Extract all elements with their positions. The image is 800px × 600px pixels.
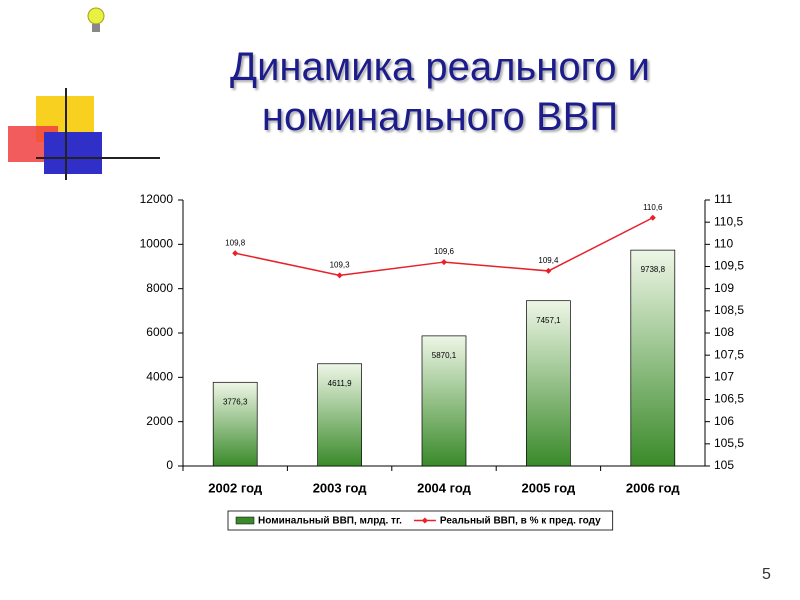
bar (212, 381, 258, 467)
y-tick-label: 4000 (146, 370, 173, 384)
line-marker (545, 267, 552, 274)
page-number: 5 (762, 566, 771, 583)
line-value-label: 110,6 (643, 203, 663, 212)
y-tick-label: 0 (166, 458, 173, 472)
line-value-label: 109,3 (330, 260, 351, 269)
deco-square (44, 132, 102, 174)
y2-tick-label: 108,5 (714, 303, 744, 317)
bar (421, 335, 467, 467)
bar (630, 249, 676, 467)
slide-title: Динамика реального и номинального ВВП (229, 45, 651, 139)
legend-label: Реальный ВВП, в % к пред. году (440, 516, 601, 527)
y2-tick-label: 109,5 (714, 259, 744, 273)
y2-tick-label: 107,5 (714, 347, 744, 361)
y2-tick-label: 106,5 (714, 392, 744, 406)
x-tick-label: 2005 год (522, 480, 577, 495)
bulb-base (92, 24, 100, 32)
y2-tick-label: 105 (714, 458, 734, 472)
y-tick-label: 12000 (140, 192, 174, 206)
y2-tick-label: 111 (714, 192, 733, 206)
y2-tick-label: 105,5 (714, 436, 744, 450)
bar-value-label: 7457,1 (536, 316, 561, 325)
line-marker (649, 214, 656, 221)
bar-value-label: 3776,3 (223, 397, 248, 406)
y2-tick-label: 106 (714, 414, 734, 428)
y2-tick-label: 110,5 (714, 214, 743, 228)
bar-value-label: 9738,8 (641, 265, 666, 274)
y-tick-label: 6000 (146, 325, 173, 339)
x-tick-label: 2006 год (626, 480, 681, 495)
line-value-label: 109,6 (434, 247, 455, 256)
bar-value-label: 4611,9 (328, 379, 352, 388)
y2-tick-label: 107 (714, 370, 734, 384)
y2-tick-label: 109 (714, 281, 734, 295)
legend-marker (421, 517, 428, 524)
decoration (8, 7, 160, 180)
y-tick-label: 10000 (140, 237, 174, 251)
line-marker (232, 250, 239, 257)
line-marker (336, 272, 343, 279)
x-tick-label: 2003 год (313, 480, 368, 495)
bar (317, 363, 362, 467)
y2-tick-label: 110 (714, 237, 733, 251)
bar (526, 300, 571, 467)
y2-tick-label: 108 (714, 325, 734, 339)
bar-value-label: 5870,1 (432, 351, 457, 360)
line-value-label: 109,8 (225, 238, 246, 247)
x-tick-label: 2004 год (417, 480, 472, 495)
legend-label: Номинальный ВВП, млрд. тг. (258, 516, 402, 527)
x-tick-label: 2002 год (208, 480, 263, 495)
legend-swatch (235, 516, 255, 525)
y-tick-label: 2000 (146, 414, 173, 428)
line-marker (441, 259, 447, 266)
line-value-label: 109,4 (538, 256, 559, 265)
y-tick-label: 8000 (146, 281, 173, 295)
